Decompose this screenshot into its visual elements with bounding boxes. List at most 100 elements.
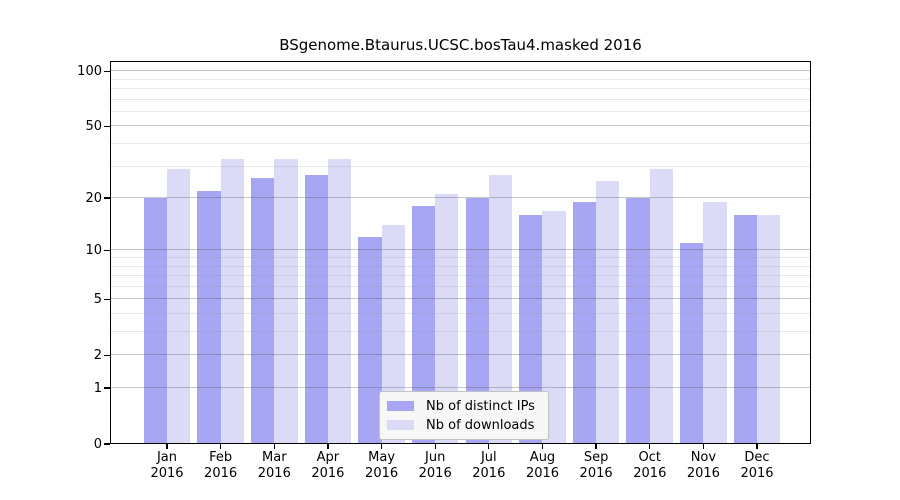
bar-jan-downloads [167,169,191,444]
bar-feb-distinct-ips [197,190,221,444]
legend-item-distinct-ips: Nb of distinct IPs [387,398,535,414]
bar-aug-distinct-ips [519,215,543,444]
x-tick-sep [595,444,597,449]
gridline-minor-4 [110,313,811,314]
bar-dec-distinct-ips [733,215,758,444]
gridline-major-10 [110,249,811,251]
x-tick-oct [649,444,651,449]
x-tick-label-mar: Mar 2016 [247,450,301,482]
x-label-year: 2016 [257,466,291,481]
bar-may-downloads [381,225,405,444]
x-tick-label-may: May 2016 [355,450,409,482]
bar-apr-downloads [327,159,352,444]
x-label-month: Dec [744,450,770,465]
bar-jan-distinct-ips [143,198,167,444]
x-label-year: 2016 [633,466,667,481]
gridline-major-100 [110,70,811,72]
y-tick-0 [103,443,110,445]
y-tick-20 [103,197,110,199]
bar-nov-downloads [703,202,727,444]
bar-oct-downloads [649,169,674,444]
gridline-major-50 [110,125,811,127]
x-tick-jun [434,444,436,449]
x-tick-label-sep: Sep 2016 [569,450,623,482]
gridline-minor-30 [110,165,811,167]
x-tick-feb [219,444,222,449]
y-tick-label-5: 5 [93,291,102,307]
x-tick-label-nov: Nov 2016 [676,450,730,482]
gridline-minor-90 [110,78,811,80]
x-label-month: Jul [480,450,497,465]
x-tick-jan [166,444,168,449]
y-tick-50 [103,125,110,128]
x-label-month: Feb [209,450,233,465]
x-label-month: Aug [529,450,556,465]
gridline-major-5 [110,298,811,300]
legend: Nb of distinct IPs Nb of downloads [379,391,549,440]
gridline-minor-60 [110,110,811,112]
plot-area [110,61,811,444]
x-label-month: Jun [425,450,446,465]
gridline-minor-3 [110,331,811,332]
x-label-month: Mar [262,450,287,465]
x-tick-label-aug: Aug 2016 [516,450,570,482]
bar-jul-distinct-ips [465,198,489,444]
gridline-major-1 [110,387,811,388]
bar-mar-downloads [274,159,298,444]
gridline-minor-6 [110,285,811,287]
x-tick-dec [756,444,758,449]
y-tick-label-100: 100 [77,63,102,79]
gridline-major-2 [110,354,811,356]
legend-swatch-distinct-ips [387,401,414,411]
x-label-year: 2016 [418,466,452,481]
x-label-year: 2016 [740,466,774,481]
bar-jun-distinct-ips [411,206,436,444]
gridline-minor-8 [110,265,811,267]
y-tick-5 [103,298,110,300]
gridline-minor-7 [110,275,811,276]
gridline-minor-9 [110,257,811,258]
bar-mar-distinct-ips [250,177,275,444]
x-label-month: Sep [583,450,609,465]
gridline-minor-80 [110,88,811,89]
bar-nov-distinct-ips [680,243,704,444]
y-tick-100 [103,70,110,72]
y-tick-1 [103,387,110,389]
x-tick-nov [702,444,705,449]
x-tick-label-dec: Dec 2016 [730,450,784,482]
y-tick-label-50: 50 [85,118,102,134]
x-label-year: 2016 [311,466,345,481]
x-tick-label-oct: Oct 2016 [623,450,677,482]
x-tick-label-apr: Apr 2016 [301,450,355,482]
x-label-year: 2016 [365,466,399,481]
y-tick-label-2: 2 [93,347,102,363]
y-tick-label-20: 20 [85,190,102,206]
x-tick-jul [488,444,490,449]
x-tick-mar [273,444,275,449]
bar-may-distinct-ips [358,236,382,444]
x-label-year: 2016 [204,466,238,481]
legend-item-downloads: Nb of downloads [387,417,535,433]
bar-dec-downloads [757,215,781,444]
y-tick-10 [103,249,110,251]
x-tick-may [380,444,383,449]
gridline-minor-70 [110,98,811,100]
x-label-year: 2016 [472,466,506,481]
x-label-month: May [368,450,396,465]
y-tick-label-0: 0 [93,436,102,452]
x-label-month: Jan [156,450,178,465]
x-tick-label-jan: Jan 2016 [140,450,194,482]
x-label-month: Nov [690,450,717,465]
x-label-year: 2016 [579,466,613,481]
bar-jul-downloads [488,174,513,444]
y-tick-label-10: 10 [85,242,102,258]
x-label-year: 2016 [525,466,560,481]
gridline-major-20 [110,197,811,199]
bar-apr-distinct-ips [304,174,328,444]
x-tick-apr [327,444,329,449]
bar-jun-downloads [435,194,459,444]
bar-sep-downloads [596,180,620,444]
x-tick-label-jul: Jul 2016 [462,450,516,482]
bar-feb-downloads [220,159,244,444]
